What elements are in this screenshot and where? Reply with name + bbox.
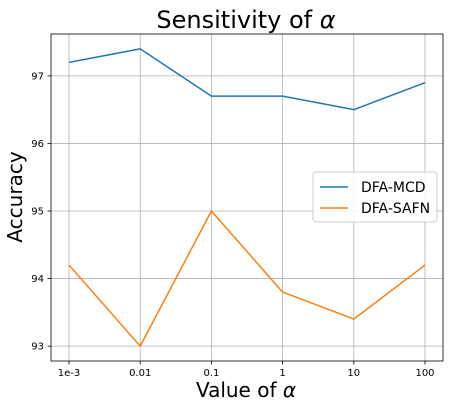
x-tick-label: 1 — [279, 368, 285, 379]
x-axis-label: Value of α — [196, 378, 296, 402]
y-tick-label: 93 — [31, 342, 44, 353]
grid — [51, 34, 443, 361]
x-tick-label: 10 — [347, 368, 360, 379]
plot-frame — [50, 33, 444, 362]
legend-box — [312, 171, 438, 223]
chart-title-text: Sensitivity of — [156, 6, 319, 34]
legend: DFA-MCD DFA-SAFN — [312, 171, 438, 223]
chart-title: Sensitivity of α — [156, 6, 335, 34]
x-tick-label: 1e-3 — [58, 368, 81, 379]
x-tick-label: 100 — [415, 368, 434, 379]
x-tick-label: 0.01 — [129, 368, 151, 379]
legend-label-dfa-mcd: DFA-MCD — [361, 180, 426, 196]
legend-label-dfa-safn: DFA-SAFN — [361, 201, 430, 217]
y-axis-label: Accuracy — [3, 151, 27, 242]
x-tick-label: 0.1 — [203, 368, 219, 379]
chart-title-symbol: α — [320, 6, 336, 34]
series-line-dfa-safn — [68, 210, 426, 347]
y-tick-label: 94 — [31, 274, 44, 285]
series-line-dfa-mcd — [68, 48, 426, 111]
series-lines — [68, 48, 426, 347]
y-tick-label: 96 — [31, 139, 44, 150]
x-axis-label-symbol: α — [283, 378, 296, 402]
x-axis-ticks: 1e-3 0.01 0.1 1 10 100 — [58, 361, 435, 379]
y-axis-ticks: 93 94 95 96 97 — [31, 71, 51, 353]
x-axis-label-text: Value of — [196, 378, 283, 402]
y-tick-label: 95 — [31, 207, 44, 218]
y-tick-label: 97 — [31, 71, 44, 82]
